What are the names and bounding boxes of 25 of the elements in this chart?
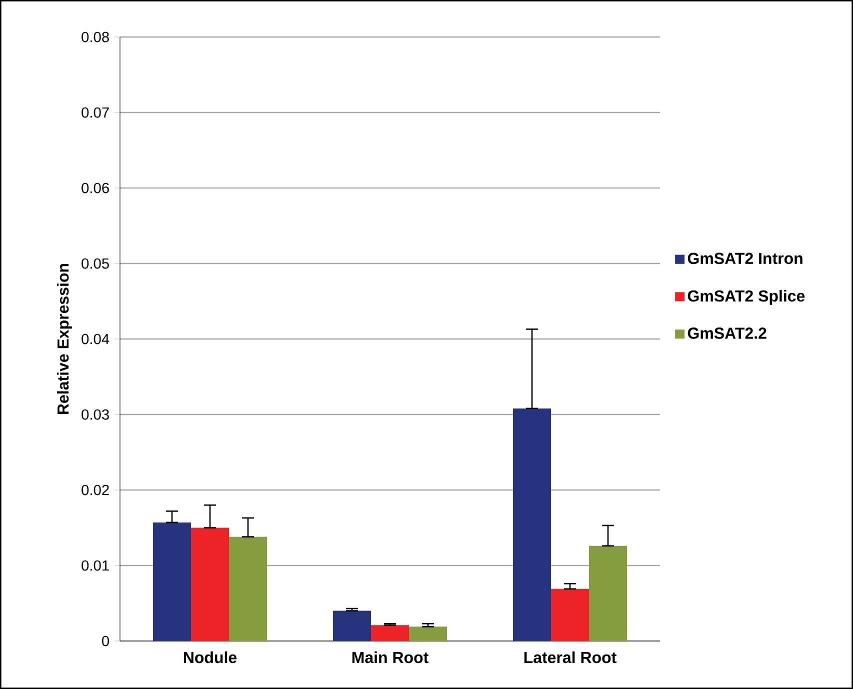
y-tick-label: 0.02 xyxy=(82,484,109,496)
y-tick-label: 0.05 xyxy=(82,258,109,269)
bar xyxy=(371,625,409,641)
legend-label: GmSAT2.2 xyxy=(688,328,766,339)
x-tick-label: Main Root xyxy=(352,651,428,664)
legend-label: GmSAT2 Splice xyxy=(688,290,805,305)
bar xyxy=(191,528,229,641)
y-tick-label: 0.06 xyxy=(82,182,109,194)
bar xyxy=(513,408,551,641)
legend-label: GmSAT2 Intron xyxy=(688,252,802,264)
bar xyxy=(589,546,628,641)
y-tick-label: 0.08 xyxy=(82,32,109,42)
y-tick-label: 0.04 xyxy=(82,334,110,344)
y-axis-title: Relative Expression xyxy=(56,264,72,414)
bar xyxy=(229,536,268,641)
bar xyxy=(153,522,191,641)
bar xyxy=(333,610,371,641)
y-tick-label: 0.07 xyxy=(82,107,109,118)
y-tick-label: 0.01 xyxy=(82,560,109,571)
y-tick-label: 0.03 xyxy=(82,409,109,420)
x-tick-label: Lateral Root xyxy=(524,651,616,664)
bar xyxy=(551,588,589,641)
y-tick-label: 0 xyxy=(102,636,110,646)
bar xyxy=(409,626,448,641)
x-tick-label: Nodule xyxy=(184,651,237,664)
